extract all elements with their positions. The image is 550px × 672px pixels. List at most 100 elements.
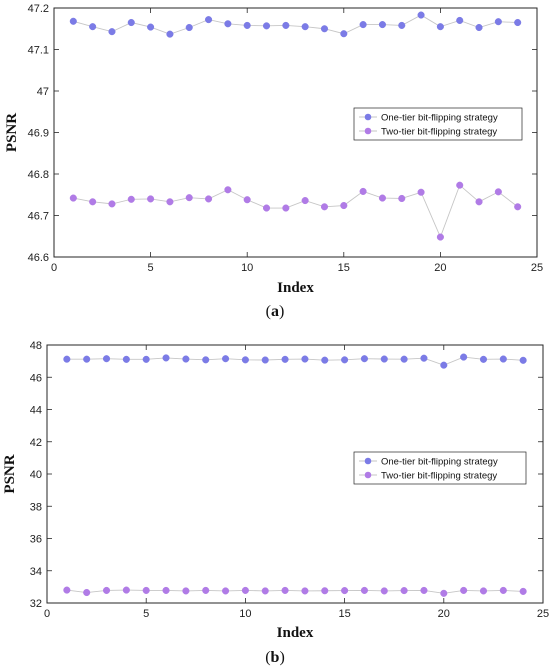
- legend-label: One-tier bit-flipping strategy: [381, 113, 498, 124]
- data-point-series-2: [262, 204, 271, 212]
- y-tick-label: 38: [30, 501, 42, 513]
- data-point-series-1: [494, 18, 502, 26]
- data-point-series-2: [142, 586, 150, 594]
- data-point-series-2: [147, 195, 155, 203]
- caption-paren: (: [266, 303, 271, 320]
- x-tick-label: 25: [531, 262, 543, 274]
- data-point-series-1: [378, 21, 386, 29]
- data-point-series-1: [359, 21, 367, 29]
- subfigure-caption: (a): [266, 303, 285, 320]
- data-point-series-1: [519, 356, 527, 364]
- y-tick-label: 42: [30, 437, 42, 449]
- data-point-series-1: [380, 355, 388, 363]
- data-point-series-2: [436, 233, 444, 241]
- y-tick-label: 46.9: [28, 128, 49, 140]
- caption-paren: ): [279, 303, 284, 320]
- data-point-series-2: [378, 194, 386, 202]
- data-point-series-2: [166, 198, 174, 206]
- y-tick-label: 36: [30, 534, 42, 546]
- caption-letter: a: [271, 303, 279, 320]
- y-tick-label: 48: [30, 340, 42, 352]
- data-point-series-2: [321, 587, 329, 595]
- data-point-series-2: [494, 188, 502, 196]
- y-tick-label: 46.8: [28, 169, 49, 181]
- data-point-series-1: [281, 355, 289, 363]
- data-point-series-1: [321, 356, 329, 364]
- x-tick-label: 0: [44, 608, 50, 620]
- legend-marker: [364, 127, 372, 135]
- data-point-series-2: [127, 195, 135, 203]
- y-tick-label: 46.6: [28, 252, 49, 264]
- legend-label: Two-tier bit-flipping strategy: [381, 127, 497, 138]
- data-point-series-1: [341, 356, 349, 364]
- x-tick-label: 10: [239, 608, 251, 620]
- y-tick-label: 40: [30, 469, 42, 481]
- data-point-series-1: [320, 25, 329, 33]
- data-point-series-1: [514, 18, 522, 27]
- data-point-series-2: [89, 198, 97, 206]
- data-point-series-2: [224, 186, 232, 194]
- data-point-series-2: [162, 586, 170, 594]
- legend-label: Two-tier bit-flipping strategy: [381, 471, 497, 482]
- data-point-series-2: [205, 195, 213, 203]
- x-tick-label: 0: [51, 262, 57, 274]
- y-tick-label: 46: [30, 372, 42, 384]
- x-tick-label: 25: [537, 608, 549, 620]
- y-tick-label: 34: [30, 566, 42, 578]
- legend-label: One-tier bit-flipping strategy: [381, 457, 498, 468]
- data-point-series-2: [380, 587, 388, 595]
- data-point-series-1: [205, 16, 213, 24]
- caption-paren: ): [279, 649, 284, 666]
- data-point-series-2: [479, 587, 488, 595]
- data-point-series-2: [185, 194, 193, 202]
- data-point-series-2: [320, 203, 329, 211]
- data-point-series-2: [360, 586, 368, 594]
- x-tick-label: 5: [148, 262, 154, 274]
- data-point-series-2: [102, 586, 111, 594]
- data-point-series-2: [341, 587, 349, 595]
- data-point-series-1: [83, 355, 91, 363]
- data-point-series-1: [262, 22, 271, 30]
- data-point-series-1: [436, 23, 444, 31]
- data-point-series-2: [417, 188, 425, 196]
- y-tick-label: 44: [30, 405, 42, 417]
- data-point-series-2: [519, 587, 527, 595]
- data-point-series-1: [162, 354, 170, 362]
- data-point-series-2: [222, 587, 230, 595]
- x-axis-title: Index: [277, 625, 314, 641]
- x-tick-label: 20: [438, 608, 450, 620]
- data-point-series-1: [499, 355, 507, 363]
- data-point-series-1: [241, 356, 249, 364]
- data-point-series-2: [122, 586, 130, 594]
- data-point-series-2: [301, 197, 309, 205]
- data-point-series-1: [127, 18, 135, 27]
- data-point-series-1: [166, 30, 174, 38]
- data-point-series-1: [420, 354, 428, 362]
- data-point-series-1: [102, 355, 111, 363]
- data-point-series-2: [400, 587, 408, 595]
- x-tick-label: 10: [241, 262, 253, 274]
- data-point-series-2: [398, 194, 406, 203]
- legend-marker: [364, 471, 372, 479]
- data-point-series-1: [460, 353, 468, 361]
- y-tick-label: 46.7: [28, 211, 49, 223]
- x-tick-label: 20: [434, 262, 446, 274]
- data-point-series-1: [479, 355, 488, 363]
- data-point-series-1: [440, 361, 448, 369]
- data-point-series-1: [142, 355, 150, 363]
- data-point-series-1: [301, 355, 309, 363]
- data-point-series-1: [340, 30, 348, 38]
- data-point-series-1: [202, 356, 210, 364]
- data-point-series-2: [420, 586, 428, 594]
- y-axis-title: PSNR: [2, 454, 18, 493]
- data-point-series-2: [475, 198, 483, 206]
- data-point-series-2: [440, 589, 448, 597]
- data-point-series-2: [243, 196, 251, 204]
- data-point-series-2: [63, 586, 71, 594]
- x-tick-label: 5: [143, 608, 149, 620]
- x-axis-title: Index: [277, 280, 314, 296]
- data-point-series-1: [243, 21, 251, 29]
- data-point-series-2: [301, 587, 309, 595]
- caption-letter: b: [271, 649, 280, 666]
